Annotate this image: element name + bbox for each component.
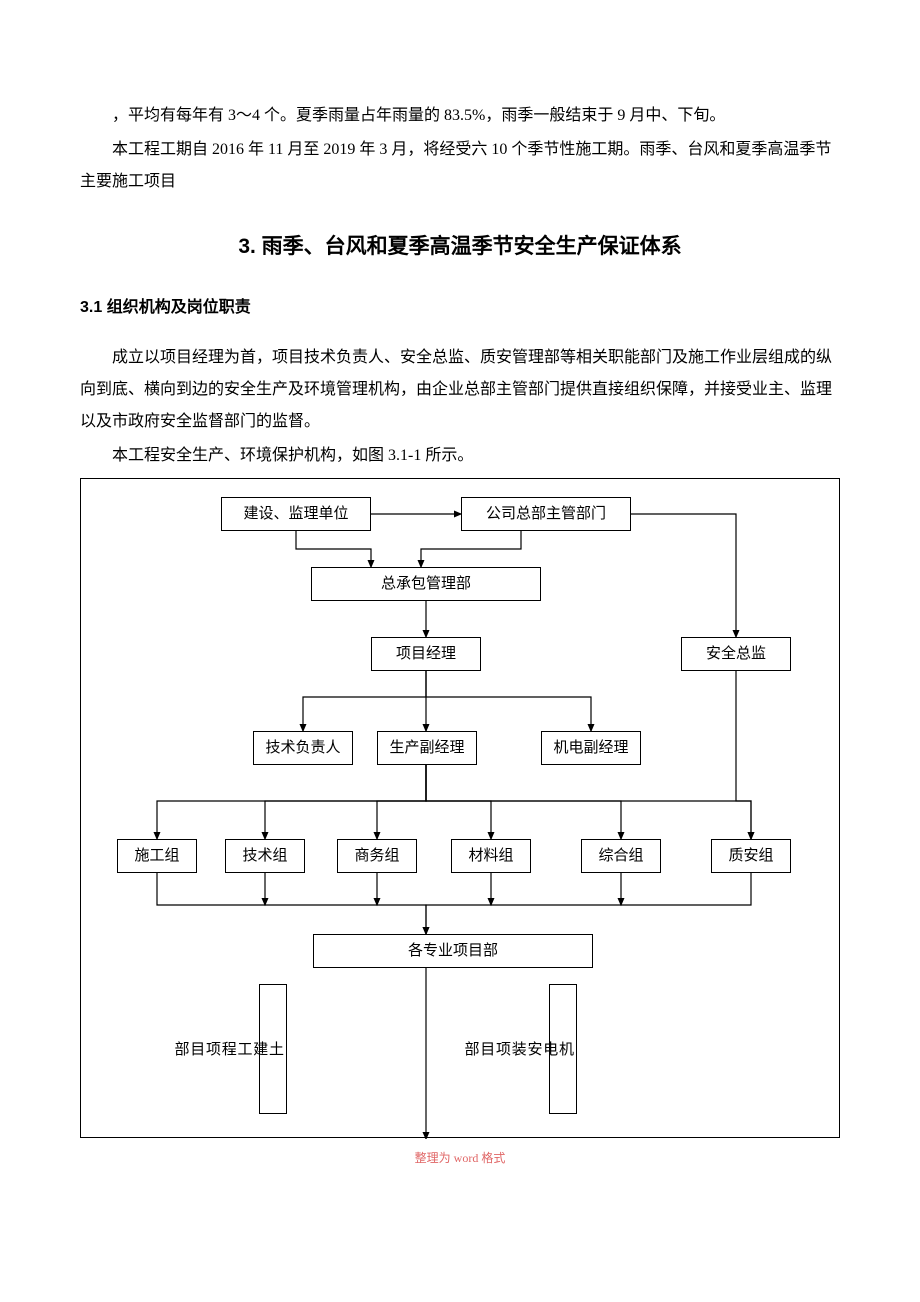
body-2: 本工程安全生产、环境保护机构，如图 3.1-1 所示。: [80, 440, 840, 472]
edge: [265, 765, 426, 839]
node-n_jdfjl: 机电副经理: [541, 731, 641, 765]
node-n_zhz: 综合组: [581, 839, 661, 873]
node-n_gszb: 公司总部主管部门: [461, 497, 631, 531]
edge: [631, 514, 736, 637]
edge: [296, 531, 371, 567]
edge: [736, 671, 751, 839]
org-chart: 建设、监理单位公司总部主管部门总承包管理部项目经理安全总监技术负责人生产副经理机…: [80, 478, 840, 1138]
heading-2: 3. 雨季、台风和夏季高温季节安全生产保证体系: [80, 226, 840, 268]
node-n_sgz: 施工组: [117, 839, 197, 873]
node-n_jsz: 技术组: [225, 839, 305, 873]
para-2: 本工程工期自 2016 年 11 月至 2019 年 3 月，将经受六 10 个…: [80, 134, 840, 198]
edge: [377, 765, 426, 839]
body-1: 成立以项目经理为首，项目技术负责人、安全总监、质安管理部等相关职能部门及施工作业…: [80, 342, 840, 438]
node-n_zcb: 总承包管理部: [311, 567, 541, 601]
node-n_clz: 材料组: [451, 839, 531, 873]
edge: [303, 671, 426, 731]
node-n_jsfzr: 技术负责人: [253, 731, 353, 765]
page-footer: 整理为 word 格式: [80, 1146, 840, 1170]
node-n_gzy: 各专业项目部: [313, 934, 593, 968]
node-n_xmjl: 项目经理: [371, 637, 481, 671]
node-n_jsjl: 建设、监理单位: [221, 497, 371, 531]
node-n_aqzj: 安全总监: [681, 637, 791, 671]
node-n_swz: 商务组: [337, 839, 417, 873]
node-n_scfjl: 生产副经理: [377, 731, 477, 765]
edge: [426, 671, 591, 731]
edge: [426, 873, 751, 934]
para-1: ，平均有每年有 3～4 个。夏季雨量占年雨量的 83.5%，雨季一般结束于 9 …: [80, 100, 840, 132]
edge: [426, 765, 621, 839]
edge: [426, 765, 491, 839]
heading-3: 3.1 组织机构及岗位职责: [80, 292, 840, 324]
node-n_tj: 土建工程项目部: [259, 984, 287, 1114]
node-n_zaz: 质安组: [711, 839, 791, 873]
node-n_jdaz: 机电安装项目部: [549, 984, 577, 1114]
edge: [426, 765, 751, 839]
edge: [421, 531, 521, 567]
edge: [157, 873, 426, 934]
edge: [157, 765, 426, 839]
